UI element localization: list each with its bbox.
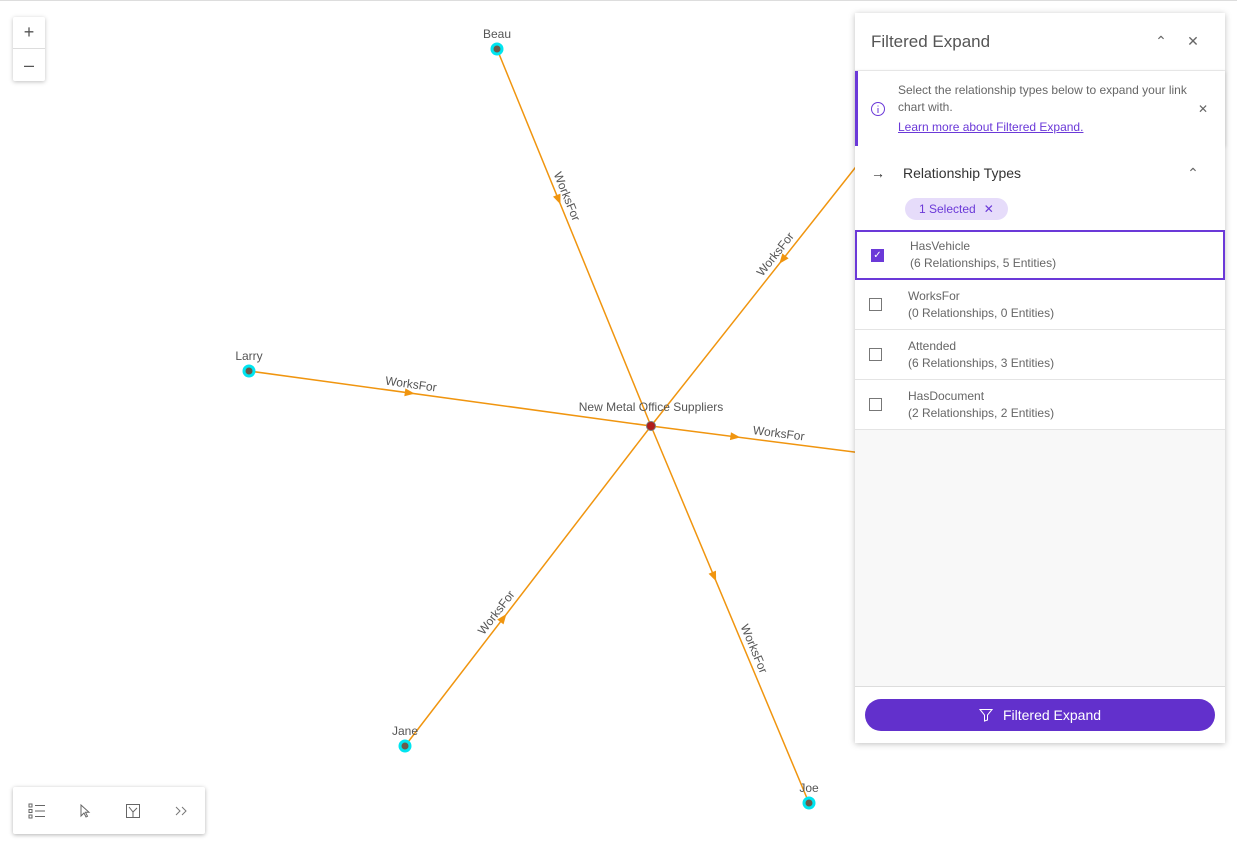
checkbox[interactable]: ✓ — [871, 248, 884, 262]
button-label: Filtered Expand — [1002, 707, 1102, 723]
expand-chevrons-icon[interactable] — [169, 799, 193, 823]
filtered-expand-button[interactable]: Filtered Expand — [865, 699, 1215, 731]
checkbox[interactable] — [869, 348, 882, 361]
node-label: Beau — [483, 27, 511, 41]
edge-arrow — [708, 570, 717, 582]
relationship-item[interactable]: WorksFor (0 Relationships, 0 Entities) — [855, 280, 1225, 330]
edge-label: WorksFor — [475, 588, 518, 638]
arrow-right-icon: → — [871, 165, 885, 181]
chevron-up-icon[interactable]: ⌃ — [1187, 164, 1199, 181]
filter-icon — [978, 709, 993, 722]
selected-chip[interactable]: 1 Selected ✕ — [905, 198, 1008, 220]
edge-arrow — [779, 253, 789, 264]
relationship-types-header[interactable]: → Relationship Types ⌃ — [855, 146, 1225, 200]
zoom-in-button[interactable]: + — [13, 17, 45, 49]
select-cursor-icon[interactable] — [73, 799, 97, 823]
center-node[interactable] — [646, 421, 656, 431]
chip-label: 1 Selected — [919, 202, 976, 216]
edge-line[interactable] — [496, 48, 652, 427]
zoom-controls: + – — [13, 17, 45, 81]
entity-node[interactable] — [242, 364, 256, 378]
edge-line[interactable] — [650, 425, 863, 454]
layout-icon[interactable] — [121, 799, 145, 823]
item-name: HasVehicle — [910, 239, 971, 253]
checkbox[interactable] — [869, 398, 882, 411]
item-detail: (6 Relationships, 3 Entities) — [908, 355, 1055, 370]
notice-text: Select the relationship types below to e… — [898, 82, 1187, 114]
edge-arrow — [497, 614, 507, 625]
edge-arrow — [404, 388, 415, 397]
learn-more-link[interactable]: Learn more about Filtered Expand. — [898, 119, 1084, 134]
close-icon[interactable]: ✕ — [1187, 33, 1199, 49]
node-label: Joe — [799, 781, 819, 795]
edge-line[interactable] — [650, 425, 810, 804]
item-name: WorksFor — [908, 288, 960, 303]
chip-close-icon[interactable]: ✕ — [983, 202, 994, 216]
collapse-chevron-up-icon[interactable]: ⌃ — [1155, 33, 1167, 49]
entity-node[interactable] — [802, 796, 816, 810]
info-notice: Select the relationship types below to e… — [855, 71, 1225, 146]
item-detail: (6 Relationships, 5 Entities) — [910, 256, 1057, 270]
edge-label: WorksFor — [754, 230, 797, 279]
relationship-item[interactable]: HasDocument (2 Relationships, 2 Entities) — [855, 380, 1225, 430]
list-icon[interactable] — [25, 799, 49, 823]
edge-arrow — [729, 432, 741, 441]
center-node-label: New Metal Office Suppliers — [579, 400, 724, 414]
entity-node[interactable] — [490, 42, 504, 56]
item-name: Attended — [908, 338, 957, 353]
node-label: Jane — [392, 724, 418, 738]
relationship-item[interactable]: ✓ HasVehicle (6 Relationships, 5 Entities) — [855, 230, 1225, 280]
edge-arrow — [553, 193, 561, 205]
relationship-item[interactable]: Attended (6 Relationships, 3 Entities) — [855, 330, 1225, 380]
entity-node[interactable] — [398, 739, 412, 753]
notice-close-icon[interactable]: ✕ — [1197, 101, 1209, 116]
edge-line[interactable] — [650, 148, 871, 427]
bottom-toolbar — [13, 787, 205, 834]
edge-label: WorksFor — [752, 423, 805, 443]
info-icon — [871, 101, 885, 116]
checkbox[interactable] — [869, 298, 882, 311]
edge-label: WorksFor — [738, 622, 771, 675]
filtered-expand-panel: Filtered Expand ⌃ ✕ Select the relations… — [855, 13, 1225, 743]
item-detail: (2 Relationships, 2 Entities) — [908, 405, 1055, 420]
edge-line[interactable] — [404, 425, 652, 747]
edge-label: WorksFor — [384, 374, 437, 395]
node-label: Larry — [235, 349, 262, 363]
item-detail: (0 Relationships, 0 Entities) — [908, 305, 1055, 320]
edge-line[interactable] — [248, 370, 652, 427]
section-title: Relationship Types — [903, 165, 1022, 181]
zoom-out-button[interactable]: – — [23, 54, 34, 75]
item-name: HasDocument — [908, 388, 985, 403]
panel-title: Filtered Expand — [871, 31, 991, 51]
